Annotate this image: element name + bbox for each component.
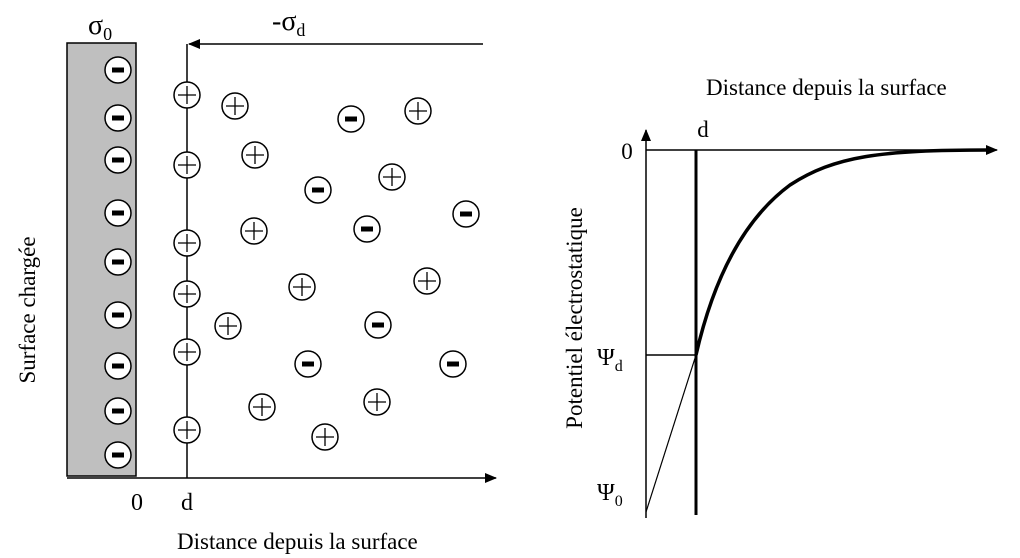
negative-ion [452, 200, 480, 228]
right-top-label: Distance depuis la surface [706, 75, 947, 100]
positive-ion [413, 267, 441, 295]
positive-ion [241, 141, 269, 169]
positive-ion [173, 229, 201, 257]
surface-charges [104, 56, 132, 469]
psi-d-label: Ψd [597, 345, 623, 375]
surface-negative-charge [104, 104, 132, 132]
surface-vertical-label: Surface chargée [15, 236, 40, 383]
negative-ion [439, 350, 467, 378]
negative-ion [364, 311, 392, 339]
stern-layer-line [645, 354, 697, 513]
left-x-axis-label: Distance depuis la surface [177, 529, 418, 554]
potential-decay-curve [694, 148, 991, 356]
negative-ion [304, 176, 332, 204]
positive-ion [248, 393, 276, 421]
positive-ion [173, 416, 201, 444]
positive-ion [173, 151, 201, 179]
right-panel: Distance depuis la surface d 0 Ψd Ψ0 Pot… [562, 75, 998, 518]
positive-ion [240, 217, 268, 245]
ions [173, 81, 480, 451]
surface-negative-charge [104, 441, 132, 469]
positive-ion [378, 163, 406, 191]
positive-ion [173, 81, 201, 109]
positive-ion [214, 312, 242, 340]
potential-y-axis-label: Potentiel électrostatique [562, 207, 587, 429]
x-d-label: d [181, 490, 193, 516]
surface-negative-charge [104, 301, 132, 329]
surface-negative-charge [104, 352, 132, 380]
x-origin-label: 0 [131, 490, 143, 516]
positive-ion [221, 92, 249, 120]
positive-ion [363, 388, 391, 416]
left-panel: σ0 -σd 0 d Distance depuis la surface Su… [15, 6, 497, 554]
surface-negative-charge [104, 397, 132, 425]
surface-negative-charge [104, 248, 132, 276]
positive-ion [288, 273, 316, 301]
sigmad-label: -σd [272, 6, 305, 40]
positive-ion [311, 423, 339, 451]
psi-0-label: Ψ0 [597, 480, 623, 510]
negative-ion [294, 350, 322, 378]
positive-ion [173, 338, 201, 366]
surface-negative-charge [104, 199, 132, 227]
negative-ion [337, 105, 365, 133]
surface-negative-charge [104, 146, 132, 174]
right-zero-label: 0 [621, 139, 633, 164]
positive-ion [404, 97, 432, 125]
negative-ion [353, 215, 381, 243]
positive-ion [173, 280, 201, 308]
sigma0-label: σ0 [88, 10, 112, 44]
right-d-label: d [697, 117, 709, 142]
surface-negative-charge [104, 56, 132, 84]
